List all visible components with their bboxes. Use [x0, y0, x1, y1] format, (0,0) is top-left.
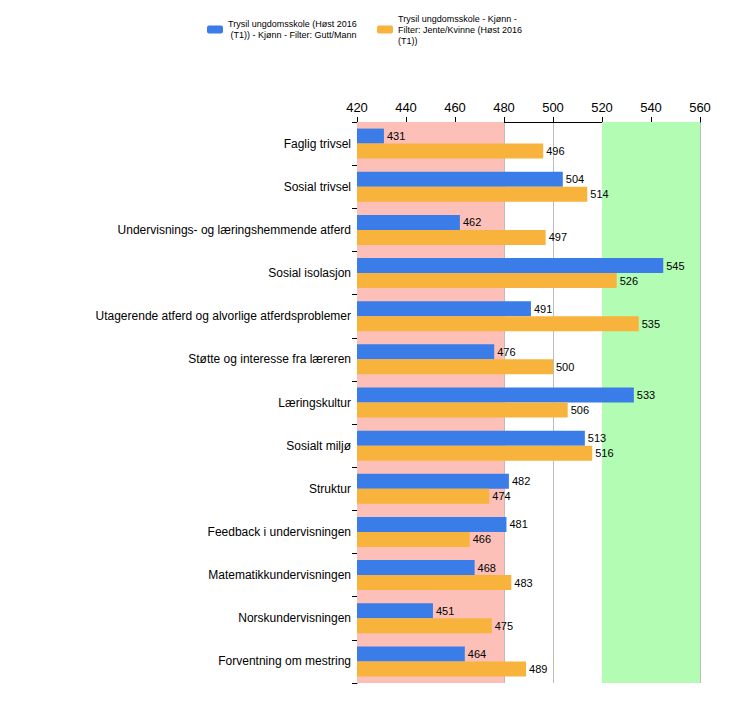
svg-text:520: 520	[591, 100, 613, 115]
svg-text:Trysil ungdomsskole - Kjønn -: Trysil ungdomsskole - Kjønn -	[398, 14, 519, 24]
svg-text:468: 468	[478, 562, 496, 574]
svg-text:480: 480	[493, 100, 515, 115]
svg-text:497: 497	[549, 231, 567, 243]
svg-text:496: 496	[546, 145, 564, 157]
svg-text:533: 533	[637, 389, 655, 401]
svg-text:474: 474	[492, 490, 510, 502]
svg-text:431: 431	[387, 130, 405, 142]
svg-text:500: 500	[556, 361, 574, 373]
svg-text:Feedback i undervisningen: Feedback i undervisningen	[208, 525, 351, 539]
svg-text:Faglig trivsel: Faglig trivsel	[284, 137, 351, 151]
svg-text:Struktur: Struktur	[309, 482, 351, 496]
svg-text:489: 489	[529, 663, 547, 675]
svg-text:476: 476	[497, 346, 515, 358]
svg-text:Undervisnings- og læringshemme: Undervisnings- og læringshemmende atferd	[118, 223, 351, 237]
svg-text:504: 504	[566, 173, 584, 185]
svg-text:464: 464	[468, 648, 486, 660]
svg-text:483: 483	[514, 577, 532, 589]
svg-text:545: 545	[666, 260, 684, 272]
svg-text:516: 516	[595, 447, 613, 459]
svg-text:420: 420	[346, 100, 368, 115]
svg-text:Trysil ungdomsskole (Høst 2016: Trysil ungdomsskole (Høst 2016	[228, 19, 357, 29]
svg-text:481: 481	[509, 518, 527, 530]
svg-text:482: 482	[512, 475, 530, 487]
svg-text:500: 500	[542, 100, 564, 115]
svg-text:Forventning om mestring: Forventning om mestring	[218, 654, 351, 668]
svg-text:540: 540	[640, 100, 662, 115]
svg-text:Læringskultur: Læringskultur	[278, 396, 351, 410]
svg-text:Støtte og interesse fra lærere: Støtte og interesse fra læreren	[188, 352, 351, 366]
svg-text:Filter: Jente/Kvinne (Høst 201: Filter: Jente/Kvinne (Høst 2016	[398, 25, 525, 35]
svg-text:451: 451	[436, 605, 454, 617]
svg-text:535: 535	[642, 318, 660, 330]
svg-text:560: 560	[689, 100, 711, 115]
svg-text:Matematikkundervisningen: Matematikkundervisningen	[208, 568, 351, 582]
svg-text:466: 466	[473, 533, 491, 545]
svg-text:Norskundervisningen: Norskundervisningen	[238, 611, 351, 625]
svg-text:440: 440	[395, 100, 417, 115]
svg-text:460: 460	[444, 100, 466, 115]
svg-text:513: 513	[588, 432, 606, 444]
svg-text:491: 491	[534, 303, 552, 315]
svg-text:514: 514	[590, 188, 608, 200]
svg-text:526: 526	[620, 275, 638, 287]
svg-text:(T1)): (T1))	[398, 36, 418, 46]
svg-text:(T1)) - Kjønn - Filter: Gutt/M: (T1)) - Kjønn - Filter: Gutt/Mann	[228, 30, 357, 40]
svg-text:Utagerende atferd og alvorlige: Utagerende atferd og alvorlige atferdspr…	[96, 309, 351, 323]
svg-text:Sosialt miljø: Sosialt miljø	[286, 439, 351, 453]
svg-text:506: 506	[571, 404, 589, 416]
svg-text:475: 475	[495, 620, 513, 632]
svg-text:462: 462	[463, 216, 481, 228]
svg-text:Sosial trivsel: Sosial trivsel	[284, 180, 351, 194]
svg-text:Sosial isolasjon: Sosial isolasjon	[268, 266, 351, 280]
